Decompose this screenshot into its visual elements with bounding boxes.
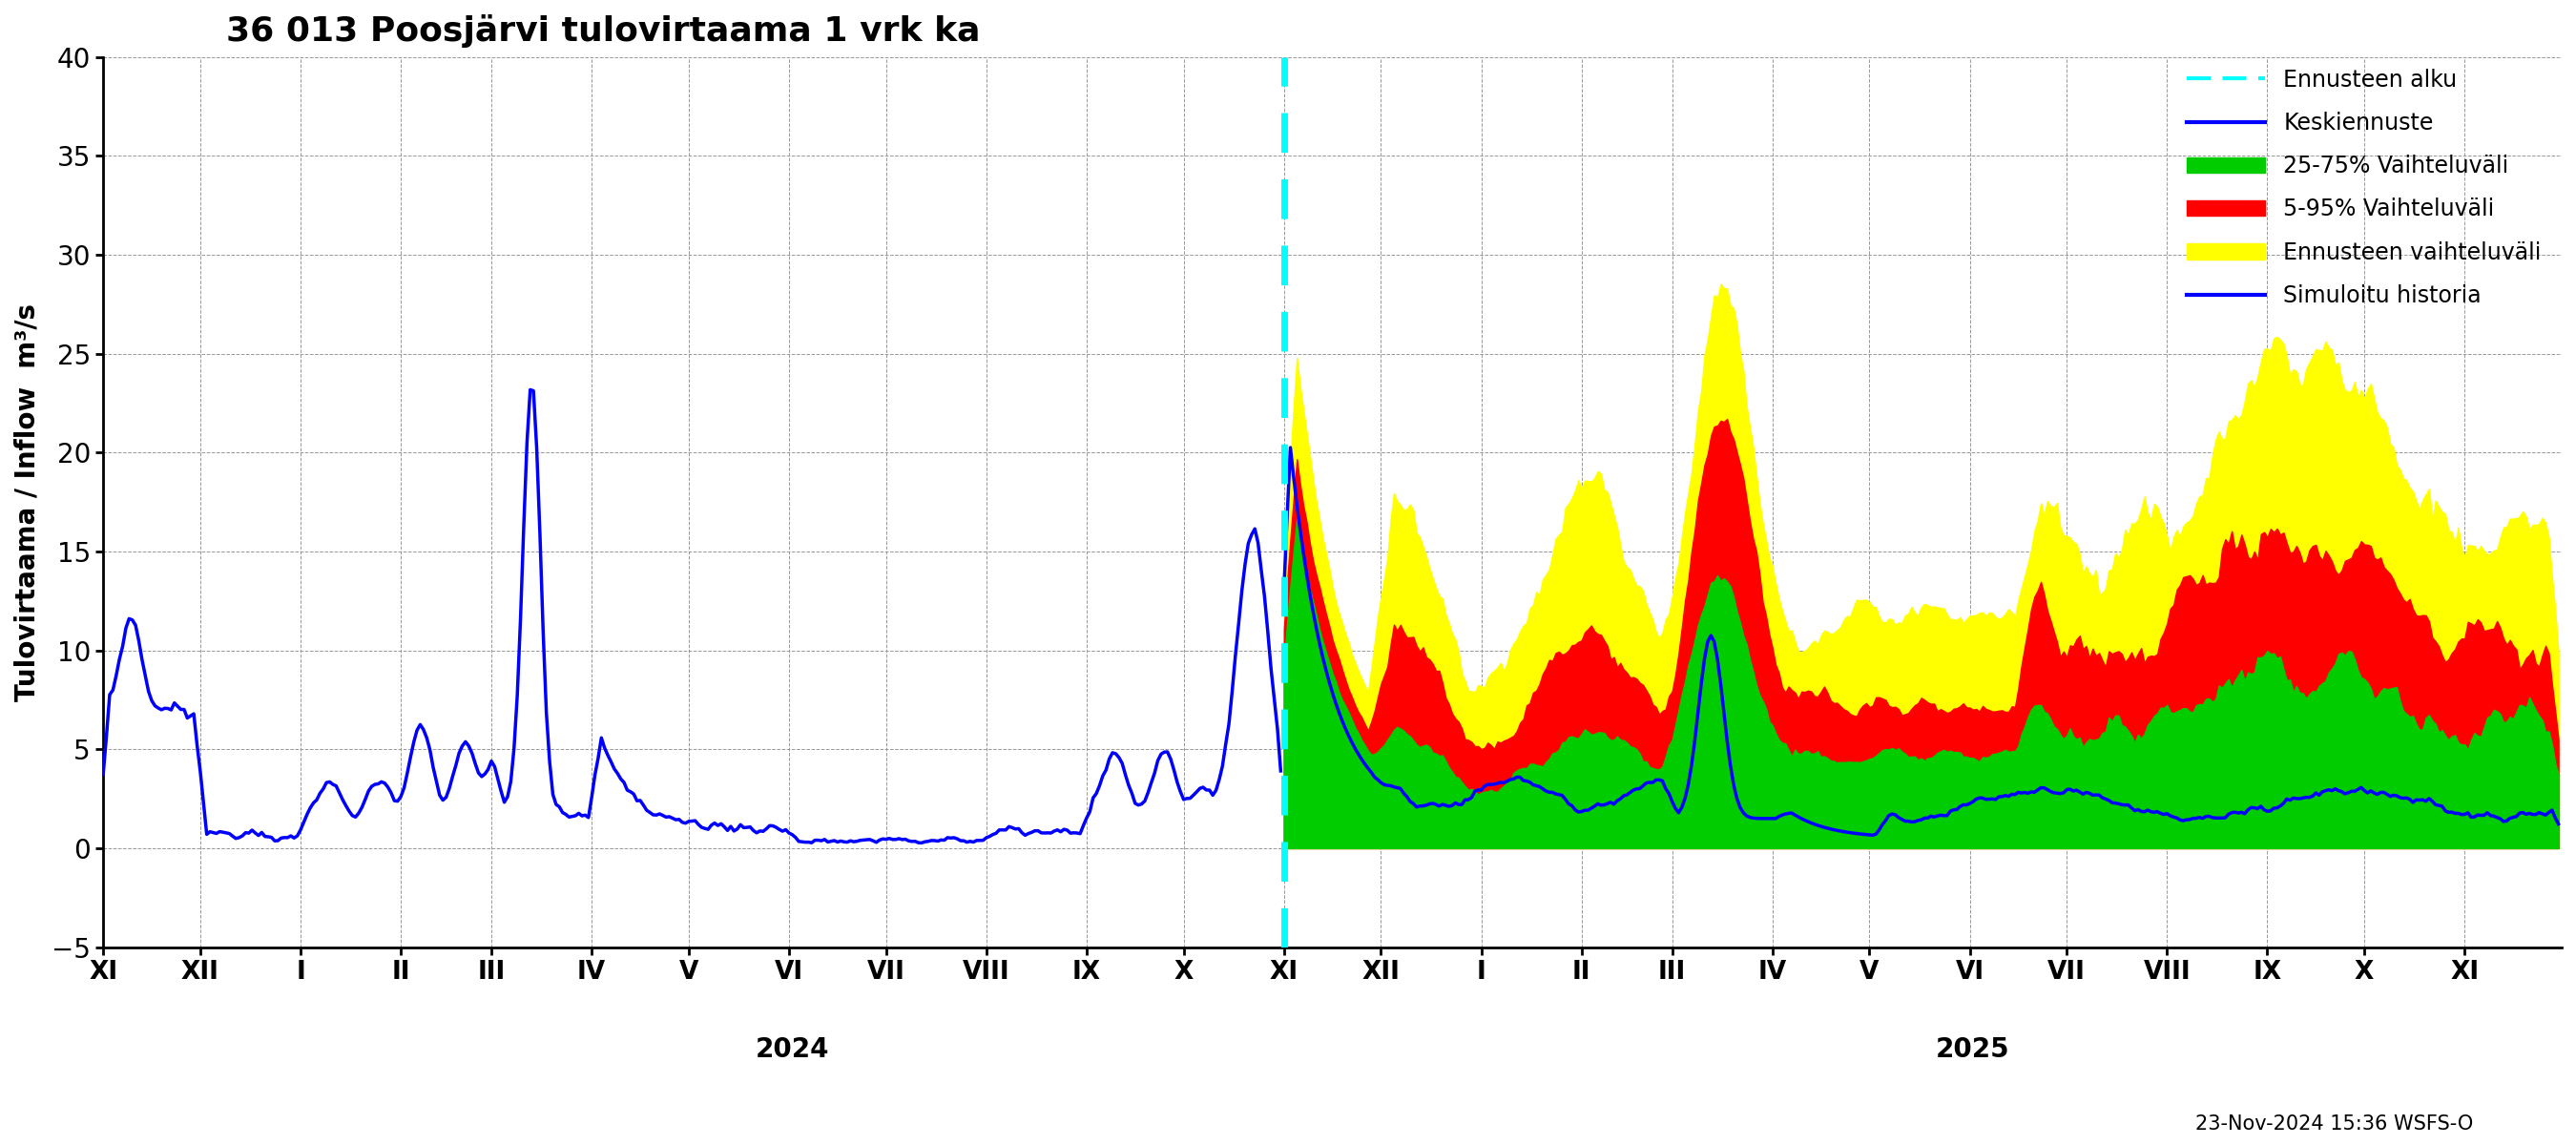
Text: 2025: 2025 (1937, 1036, 2009, 1063)
Text: 23-Nov-2024 15:36 WSFS-O: 23-Nov-2024 15:36 WSFS-O (2195, 1114, 2473, 1134)
Text: 2024: 2024 (755, 1036, 829, 1063)
Text: 36 013 Poosjärvi tulovirtaama 1 vrk ka: 36 013 Poosjärvi tulovirtaama 1 vrk ka (227, 14, 981, 48)
Legend: Ennusteen alku, Keskiennuste, 25-75% Vaihteluväli, 5-95% Vaihteluväli, Ennusteen: Ennusteen alku, Keskiennuste, 25-75% Vai… (2177, 60, 2550, 316)
Y-axis label: Tulovirtaama / Inflow  m³/s: Tulovirtaama / Inflow m³/s (15, 303, 41, 701)
